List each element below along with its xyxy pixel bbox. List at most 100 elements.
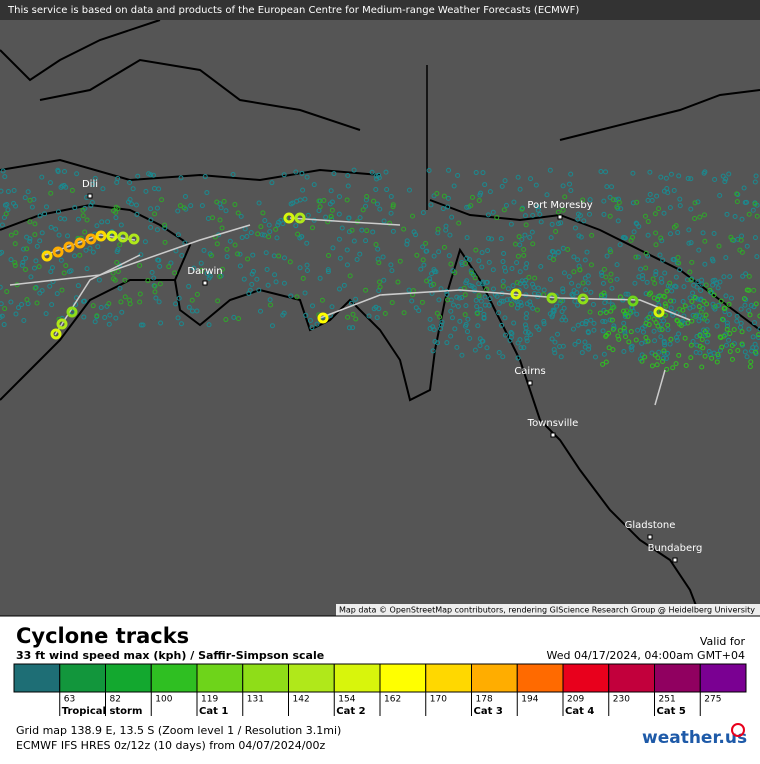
track-point <box>711 230 717 236</box>
track-point <box>621 325 627 331</box>
track-point <box>373 241 379 247</box>
track-point <box>496 349 502 355</box>
track-point <box>670 365 676 371</box>
track-point <box>498 236 504 242</box>
track-point <box>586 343 592 349</box>
track-point <box>622 311 628 317</box>
track-point <box>431 327 437 333</box>
track-point <box>720 316 726 322</box>
track-point <box>455 172 461 178</box>
track-point <box>686 240 692 246</box>
track-point <box>553 228 559 234</box>
track-point <box>528 302 534 308</box>
notice: This service is based on data and produc… <box>7 5 579 16</box>
scale-threshold: 170 <box>430 695 447 705</box>
track-point <box>502 264 508 270</box>
track-point <box>530 241 536 247</box>
scale-threshold: 100 <box>155 695 172 705</box>
track-point <box>601 351 607 357</box>
track-point <box>668 305 674 311</box>
track-point <box>676 331 682 337</box>
track-point <box>729 356 735 362</box>
track-point <box>329 207 335 213</box>
track-point <box>740 273 746 279</box>
track-point <box>293 223 299 229</box>
tracks <box>9 217 691 406</box>
track-point <box>273 279 279 285</box>
track-point <box>206 322 212 328</box>
track-point <box>646 315 652 321</box>
track-point <box>178 321 184 327</box>
track-point <box>331 171 337 177</box>
track-point <box>224 246 230 252</box>
track-point <box>4 202 10 208</box>
track-point <box>667 231 673 237</box>
city-label: Gladstone <box>625 520 676 531</box>
category-label: Cat 5 <box>657 706 686 717</box>
track-point <box>515 174 521 180</box>
track-point <box>575 322 581 328</box>
scale-swatch <box>699 663 747 693</box>
track-point <box>748 302 754 308</box>
track-point <box>703 282 709 288</box>
track-point <box>622 234 628 240</box>
track-point <box>523 277 529 283</box>
track-point <box>12 241 18 247</box>
track-point <box>676 173 682 179</box>
track-point <box>304 268 310 274</box>
track-point <box>476 197 482 203</box>
track-point <box>176 295 182 301</box>
track-point <box>445 204 451 210</box>
track-point <box>747 312 753 318</box>
track-point <box>702 316 708 322</box>
track-point <box>482 182 488 188</box>
track-point <box>639 340 645 346</box>
track-point <box>57 216 63 222</box>
track-point <box>731 327 737 333</box>
track-point <box>23 255 29 261</box>
track-point <box>576 339 582 345</box>
track-point <box>754 254 760 260</box>
track-point <box>507 296 513 302</box>
city-marker <box>87 193 93 199</box>
track-point <box>482 294 488 300</box>
track-point <box>463 303 469 309</box>
track-point <box>694 312 700 318</box>
track-point <box>232 202 238 208</box>
track-point <box>186 304 192 310</box>
track-point <box>390 228 396 234</box>
track-point <box>11 200 17 206</box>
scale-threshold: 82 <box>110 695 121 705</box>
track-point <box>527 234 533 240</box>
track-point <box>524 335 530 341</box>
track-point <box>175 208 181 214</box>
scale-swatch <box>150 663 198 693</box>
track-point <box>476 295 482 301</box>
track-point <box>465 316 471 322</box>
track-point <box>744 243 750 249</box>
track-point <box>345 183 351 189</box>
track-point <box>310 303 316 309</box>
track-point <box>728 295 734 301</box>
track-point <box>724 323 730 329</box>
track-point <box>657 293 663 299</box>
track-point <box>549 314 555 320</box>
track-point <box>710 282 716 288</box>
track-point <box>617 242 623 248</box>
track-point <box>676 260 682 266</box>
track-point <box>558 354 564 360</box>
track-point <box>669 288 675 294</box>
track-point <box>314 321 320 327</box>
track-point <box>154 205 160 211</box>
track-point <box>115 247 121 253</box>
track-point <box>587 309 593 315</box>
track-point <box>118 222 124 228</box>
track-point <box>2 174 8 180</box>
track-point <box>336 286 342 292</box>
logo-icon <box>731 723 745 737</box>
track-point <box>431 281 437 287</box>
track-point <box>327 201 333 207</box>
track-point <box>274 235 280 241</box>
track-point <box>34 243 40 249</box>
track-point <box>715 285 721 291</box>
